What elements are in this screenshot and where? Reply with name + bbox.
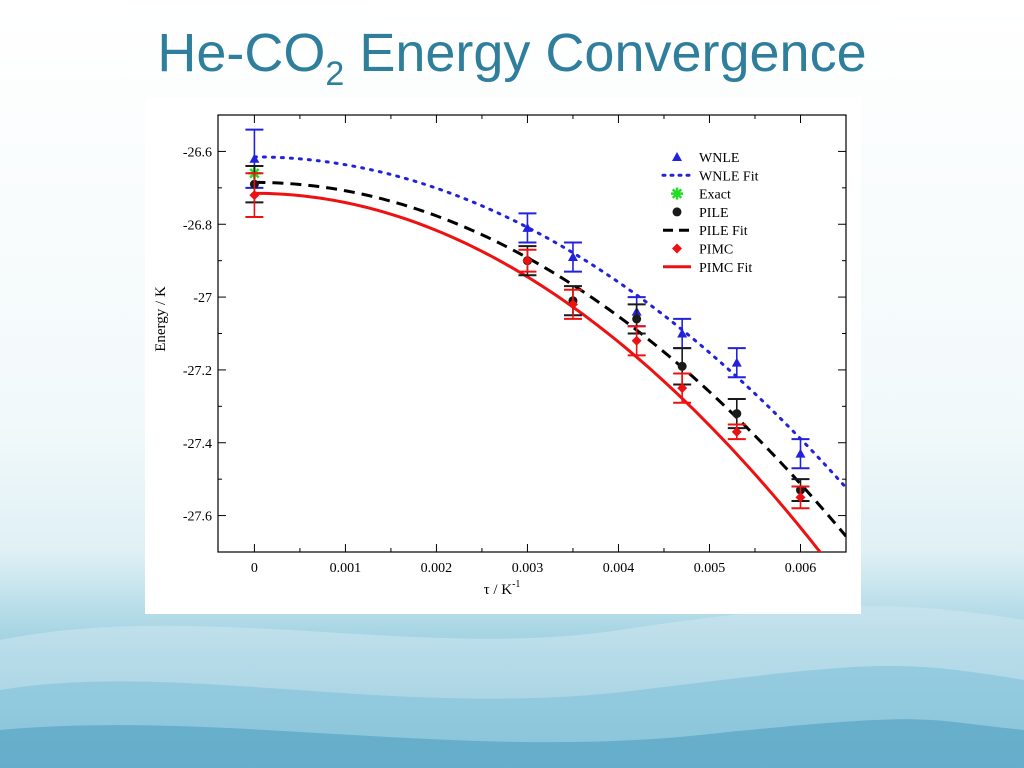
- x-tick-label: 0.004: [603, 561, 635, 576]
- title-main: He-CO: [157, 23, 326, 83]
- wnle-point: [567, 252, 578, 262]
- legend-label: PIMC: [699, 243, 733, 258]
- wnle-point: [731, 357, 742, 367]
- legend-key: [672, 243, 682, 254]
- legend: WNLE WNLE Fit Exact PILE PILE Fit PIMC PIMC Fi…: [661, 151, 759, 276]
- y-tick-label: -27.6: [183, 510, 212, 525]
- wnle-point: [795, 448, 806, 458]
- pimc-point: [731, 426, 742, 437]
- legend-key: [671, 187, 683, 200]
- wnle-point: [249, 153, 260, 163]
- x-tick-label: 0.003: [512, 561, 544, 576]
- slide-title: He-CO2 Energy Convergence: [0, 18, 1024, 95]
- fit-curves: [252, 155, 846, 552]
- legend-label: Exact: [699, 188, 731, 203]
- y-tick-label: -27: [193, 291, 212, 306]
- x-axis-label: τ / K-1: [484, 579, 521, 598]
- pimc-point: [677, 383, 688, 394]
- x-axis-label-main: τ / K: [484, 582, 513, 598]
- legend-label: PILE Fit: [699, 224, 748, 239]
- legend-label: WNLE Fit: [699, 169, 759, 184]
- pimc-point: [567, 299, 578, 310]
- x-tick-label: 0.002: [421, 561, 453, 576]
- energy-convergence-chart: 0 0.001 0.002 0.003 0.004 0.005 0.006 -26.6 -26.…: [153, 114, 847, 598]
- x-tick-label: 0.006: [785, 561, 817, 576]
- x-axis-label-sup: -1: [512, 579, 520, 590]
- chart-panel: 0 0.001 0.002 0.003 0.004 0.005 0.006 -26.6 -26.…: [145, 97, 861, 614]
- pile-point: [677, 361, 687, 371]
- title-rest: Energy Convergence: [344, 23, 867, 83]
- legend-key: [672, 152, 682, 161]
- y-axis-label: Energy / K: [153, 286, 169, 352]
- x-tick-label: 0.001: [330, 561, 362, 576]
- pimc-point: [795, 492, 806, 503]
- x-tick-label: 0: [251, 561, 258, 576]
- legend-label: WNLE: [699, 151, 739, 166]
- star-stroke: [671, 188, 683, 199]
- legend-label: PILE: [699, 206, 729, 221]
- y-tick-label: -27.2: [183, 364, 212, 379]
- wnle-fit-line: [252, 155, 846, 490]
- data-points: [245, 128, 810, 510]
- y-tick-label: -26.6: [183, 145, 212, 160]
- pimc-point: [631, 335, 642, 346]
- y-tick-label: -27.4: [183, 437, 212, 452]
- pile-point: [632, 314, 642, 324]
- pile-point: [732, 409, 742, 419]
- pimc-point: [522, 255, 533, 266]
- legend-key: [672, 207, 682, 217]
- wnle-point: [522, 222, 533, 232]
- x-tick-label: 0.005: [694, 561, 726, 576]
- pimc-point: [249, 190, 260, 201]
- pile-fit-line: [254, 180, 846, 538]
- wnle-point: [677, 328, 688, 338]
- legend-label: PIMC Fit: [699, 261, 752, 276]
- title-subscript: 2: [325, 55, 345, 93]
- y-tick-label: -26.8: [183, 218, 212, 233]
- pimc-fit-line: [254, 191, 822, 552]
